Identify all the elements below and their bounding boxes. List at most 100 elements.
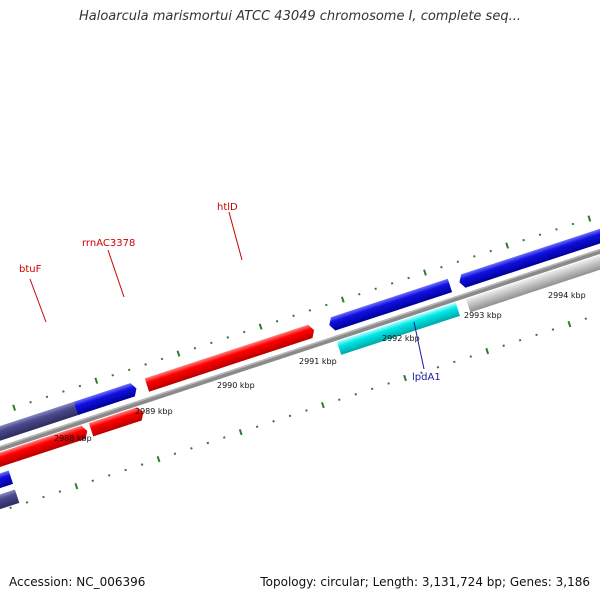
gene-gray[interactable] <box>466 239 600 313</box>
major-tick <box>423 269 427 276</box>
minor-tick <box>469 355 473 358</box>
gene-slate-lower-left[interactable] <box>0 489 20 513</box>
minor-tick <box>29 401 32 404</box>
major-tick <box>340 296 345 303</box>
scale-label: 2994 kbp <box>548 291 586 300</box>
minor-tick <box>292 314 295 318</box>
minor-tick <box>124 468 127 472</box>
minor-tick <box>127 368 131 372</box>
gene-label-htlD[interactable]: htlD <box>217 202 238 213</box>
major-tick <box>74 483 79 490</box>
minor-tick <box>502 344 505 347</box>
minor-tick <box>78 384 82 388</box>
major-tick <box>505 242 510 249</box>
gene-red-left[interactable] <box>0 424 89 475</box>
gene-label-leaders <box>29 211 425 370</box>
scale-label: 2992 kbp <box>382 334 420 343</box>
gene-lpdA1[interactable] <box>336 302 460 355</box>
minor-tick <box>584 317 588 320</box>
major-tick <box>176 350 181 357</box>
minor-tick <box>357 292 361 296</box>
minor-tick <box>144 363 147 366</box>
minor-tick <box>111 373 114 377</box>
minor-tick <box>522 238 525 242</box>
gene-label-lpdA1[interactable]: lpdA1 <box>412 372 441 383</box>
scale-label: 2988 kbp <box>54 434 92 443</box>
minor-tick <box>160 357 164 361</box>
minor-tick <box>223 436 226 439</box>
tick-row-outer <box>12 215 592 411</box>
scale-label: 2993 kbp <box>464 311 502 320</box>
major-tick <box>567 320 572 328</box>
minor-tick <box>453 360 456 364</box>
minor-tick <box>242 330 246 334</box>
tick-row-inner <box>9 317 588 510</box>
gene-htlD[interactable] <box>144 323 317 392</box>
minor-tick <box>456 260 460 264</box>
scale-label: 2990 kbp <box>217 381 255 390</box>
minor-tick <box>25 501 29 504</box>
major-tick <box>403 374 407 382</box>
minor-tick <box>555 228 558 231</box>
minor-tick <box>140 463 144 466</box>
minor-tick <box>354 393 358 396</box>
map-title: Haloarcula marismortui ATCC 43049 chromo… <box>79 9 521 24</box>
minor-tick <box>91 479 95 483</box>
minor-tick <box>173 452 177 456</box>
minor-tick <box>255 425 259 428</box>
minor-tick <box>473 255 476 258</box>
major-tick <box>485 347 490 355</box>
topology-summary: Topology: circular; Length: 3,131,724 bp… <box>260 575 590 589</box>
minor-tick <box>42 495 45 499</box>
minor-tick <box>275 319 279 323</box>
major-tick <box>12 404 17 411</box>
minor-tick <box>210 341 213 345</box>
minor-tick <box>62 390 65 393</box>
minor-tick <box>308 309 312 312</box>
minor-tick <box>518 339 522 342</box>
gene-forward-blue-2[interactable] <box>457 215 600 289</box>
minor-tick <box>489 249 492 253</box>
minor-tick <box>370 387 374 391</box>
major-tick <box>587 215 592 222</box>
minor-tick <box>193 346 197 350</box>
minor-tick <box>571 222 575 226</box>
gene-labels: btuF rrnAC3378 htlD lpdA1 <box>19 202 441 383</box>
minor-tick <box>107 474 111 477</box>
scale-labels: 2988 kbp 2989 kbp 2990 kbp 2991 kbp 2992… <box>54 291 586 443</box>
minor-tick <box>226 336 230 339</box>
minor-tick <box>272 420 275 423</box>
minor-tick <box>206 441 210 445</box>
gene-label-btuF[interactable]: btuF <box>19 264 42 275</box>
minor-tick <box>45 395 49 399</box>
minor-tick <box>420 371 423 374</box>
major-tick <box>258 323 263 330</box>
accession-text: Accession: NC_006396 <box>9 575 146 589</box>
gene-blue-lower-left[interactable] <box>0 470 14 494</box>
gene-btuF[interactable] <box>0 401 78 451</box>
gene-forward-blue-1[interactable] <box>327 278 453 332</box>
minor-tick <box>305 409 308 412</box>
minor-tick <box>535 333 538 337</box>
minor-tick <box>407 276 410 280</box>
major-tick <box>156 455 161 463</box>
minor-tick <box>190 447 193 450</box>
minor-tick <box>325 303 328 307</box>
gene-red-small[interactable] <box>88 406 146 437</box>
major-tick <box>238 428 243 436</box>
minor-tick <box>374 287 377 291</box>
minor-tick <box>436 366 440 369</box>
minor-tick <box>538 233 542 237</box>
major-tick <box>94 377 99 384</box>
scale-label: 2989 kbp <box>135 407 173 416</box>
minor-tick <box>288 414 292 418</box>
gene-rrnAC3378-blue[interactable] <box>73 382 138 416</box>
minor-tick <box>58 490 62 493</box>
minor-tick <box>338 398 341 401</box>
scale-label: 2991 kbp <box>299 357 337 366</box>
sequence-backbone-highlight <box>0 211 600 476</box>
minor-tick <box>551 328 555 331</box>
gene-label-rrnAC3378[interactable]: rrnAC3378 <box>82 238 135 249</box>
minor-tick <box>9 506 12 510</box>
